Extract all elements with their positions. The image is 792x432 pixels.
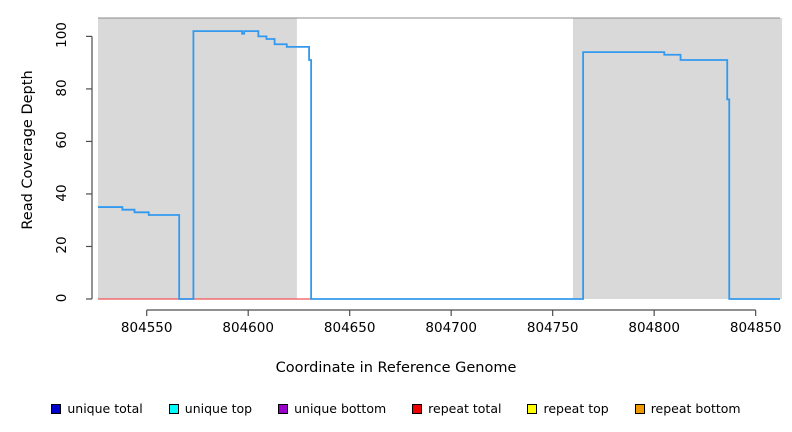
y-tick-label: 100 bbox=[54, 22, 70, 49]
x-tick-label: 804650 bbox=[323, 320, 376, 336]
y-axis-title: Read Coverage Depth bbox=[20, 70, 36, 230]
y-tick-label: 40 bbox=[54, 184, 70, 202]
legend-label: repeat bottom bbox=[650, 400, 741, 416]
x-tick-label: 804850 bbox=[729, 320, 782, 336]
legend-swatch-icon bbox=[634, 404, 645, 414]
y-tick-label: 0 bbox=[54, 293, 70, 303]
x-tick-label: 804600 bbox=[222, 320, 274, 336]
x-tick-label: 804550 bbox=[120, 320, 173, 336]
x-tick-label: 804750 bbox=[526, 320, 579, 336]
legend-swatch-icon bbox=[278, 404, 289, 414]
legend-item[interactable]: unique bottom bbox=[278, 400, 387, 416]
x-axis-title: Coordinate in Reference Genome bbox=[275, 360, 517, 376]
y-tick-label: 60 bbox=[54, 131, 70, 150]
series-line-unique-total bbox=[98, 30, 780, 300]
legend-label: unique total bbox=[67, 400, 143, 416]
legend-label: unique top bbox=[184, 400, 253, 416]
y-tick-label: 80 bbox=[54, 79, 70, 97]
x-tick-label: 804700 bbox=[425, 320, 477, 336]
legend-item[interactable]: unique total bbox=[51, 400, 143, 416]
x-tick-label: 804800 bbox=[628, 320, 680, 336]
chart-legend: unique total unique top unique bottom repea… bbox=[0, 398, 792, 420]
plot-area bbox=[86, 17, 783, 316]
legend-label: repeat total bbox=[428, 400, 502, 416]
legend-swatch-icon bbox=[412, 404, 423, 414]
y-tick-label: 20 bbox=[54, 236, 70, 255]
legend-item[interactable]: repeat total bbox=[412, 400, 502, 416]
shaded-region bbox=[572, 18, 783, 299]
legend-label: repeat top bbox=[543, 400, 609, 416]
legend-swatch-icon bbox=[51, 404, 62, 414]
legend-item[interactable]: unique top bbox=[168, 400, 253, 416]
chart-svg bbox=[86, 17, 783, 316]
legend-swatch-icon bbox=[527, 404, 538, 414]
legend-swatch-icon bbox=[168, 404, 179, 414]
legend-item[interactable]: repeat bottom bbox=[634, 400, 741, 416]
legend-item[interactable]: repeat top bbox=[527, 400, 609, 416]
legend-label: unique bottom bbox=[294, 400, 387, 416]
shaded-region bbox=[98, 18, 297, 299]
